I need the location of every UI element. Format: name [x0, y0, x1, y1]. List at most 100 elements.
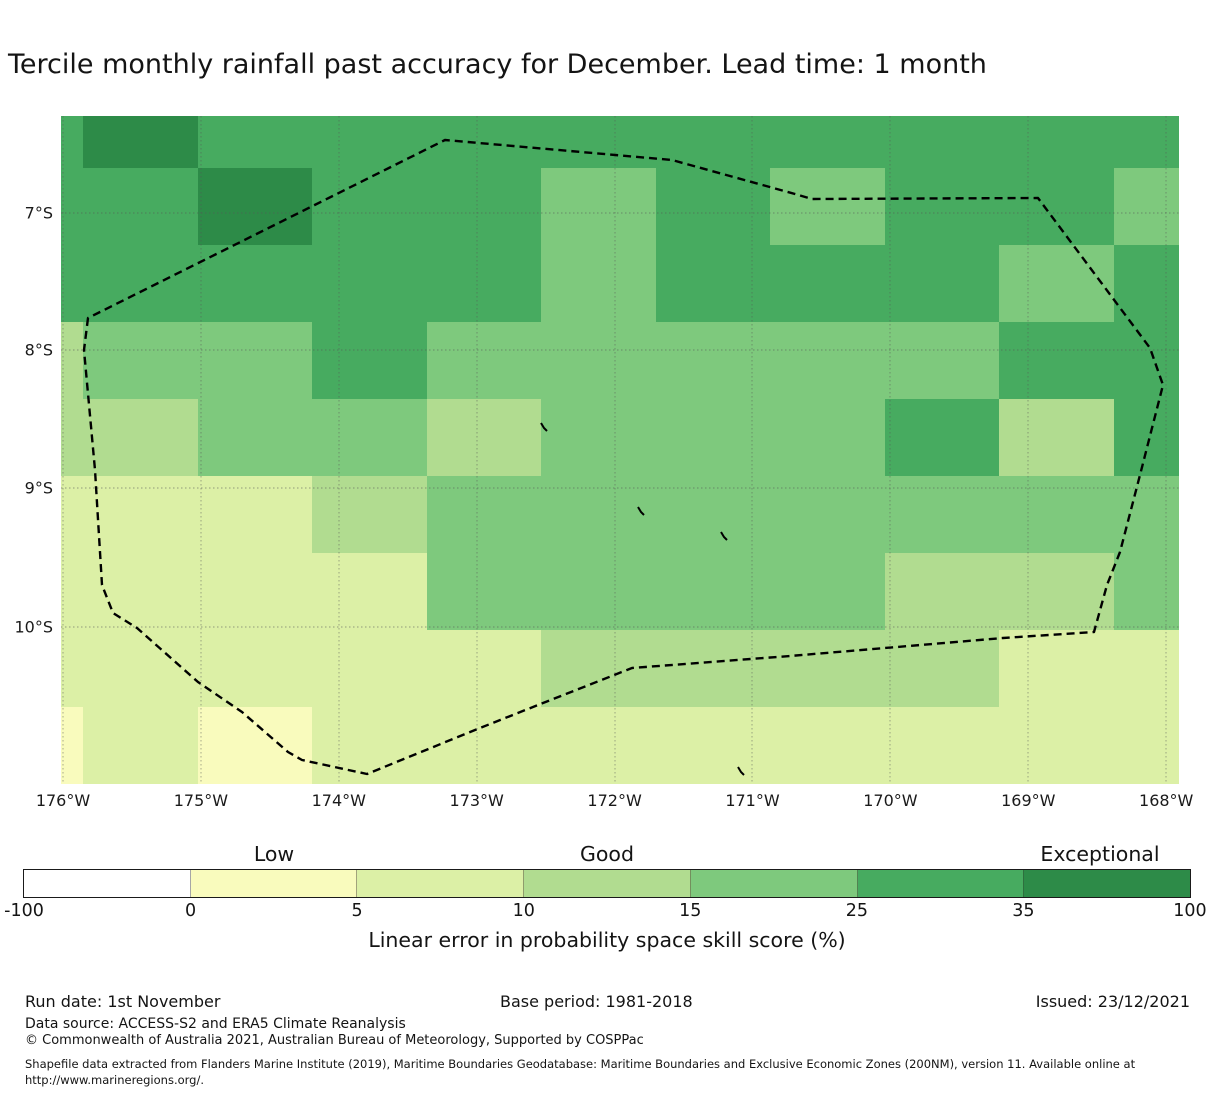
heatmap-cell — [885, 116, 1000, 169]
heatmap-cell — [885, 168, 1000, 246]
atoll-island-mark — [720, 531, 728, 541]
colorbar — [23, 869, 1191, 898]
atoll-island-mark — [540, 422, 548, 432]
heatmap-cell — [83, 476, 199, 554]
heatmap-cell — [427, 476, 542, 554]
y-tick-label: 10°S — [14, 617, 53, 637]
heatmap-cell — [427, 553, 542, 631]
heatmap-cell — [312, 322, 428, 400]
heatmap-cell — [312, 707, 428, 784]
y-tick-label: 7°S — [24, 203, 53, 223]
colorbar-category-label: Good — [580, 842, 634, 866]
eez-boundary-line — [82, 138, 1165, 776]
heatmap-cell — [198, 476, 313, 554]
heatmap-cell — [61, 707, 84, 784]
y-tick-label: 9°S — [24, 478, 53, 498]
heatmap-cell — [999, 168, 1115, 246]
colorbar-segment — [24, 870, 191, 897]
heatmap-cell — [885, 553, 1000, 631]
heatmap-cell — [999, 245, 1115, 323]
atoll-island-mark — [737, 766, 745, 776]
colorbar-tick-label: 35 — [1012, 901, 1035, 921]
heatmap-cell — [61, 322, 84, 400]
colorbar-category-label: Low — [253, 842, 295, 866]
heatmap-cell — [999, 116, 1115, 169]
heatmap-cell — [656, 322, 771, 400]
colorbar-segment — [524, 870, 691, 897]
heatmap-cell — [312, 399, 428, 477]
footer-issued-date: Issued: 23/12/2021 — [1035, 992, 1190, 1011]
footer-shapefile-url: http://www.marineregions.org/. — [25, 1073, 204, 1087]
heatmap-cell — [885, 322, 1000, 400]
chart-title: Tercile monthly rainfall past accuracy f… — [8, 49, 987, 80]
heatmap-cell — [770, 553, 886, 631]
heatmap-cell — [61, 116, 84, 169]
heatmap-cell — [656, 630, 771, 708]
heatmap-cell — [83, 168, 199, 246]
heatmap-cell — [61, 476, 84, 554]
heatmap-cell — [1114, 399, 1179, 477]
footer-copyright: © Commonwealth of Australia 2021, Austra… — [25, 1033, 644, 1048]
heatmap-cell — [198, 630, 313, 708]
heatmap-cell — [656, 476, 771, 554]
heatmap-cell — [1114, 322, 1179, 400]
colorbar-tick-label: 25 — [845, 901, 868, 921]
heatmap-cell — [83, 322, 199, 400]
colorbar-axis-label: Linear error in probability space skill … — [368, 928, 846, 952]
heatmap-cell — [770, 168, 886, 246]
heatmap-cell — [770, 399, 886, 477]
heatmap-cell — [885, 399, 1000, 477]
colorbar-tick-label: 100 — [1173, 901, 1207, 921]
heatmap-cell — [427, 322, 542, 400]
heatmap-cell — [885, 707, 1000, 784]
heatmap-cell — [770, 707, 886, 784]
heatmap-cell — [999, 707, 1115, 784]
heatmap-cell — [427, 707, 542, 784]
x-tick-label: 176°W — [35, 791, 91, 810]
heatmap-cell — [656, 707, 771, 784]
x-tick-label: 174°W — [311, 791, 366, 810]
heatmap-cell — [656, 399, 771, 477]
heatmap-cell — [83, 245, 199, 323]
x-tick-label: 170°W — [863, 791, 918, 810]
heatmap-cell — [83, 399, 199, 477]
heatmap-cell — [1114, 245, 1179, 323]
heatmap-cell — [541, 245, 657, 323]
heatmap-cell — [541, 168, 657, 246]
heatmap-cell — [83, 553, 199, 631]
heatmap-cell — [198, 399, 313, 477]
heatmap-cell — [770, 476, 886, 554]
heatmap-cell — [61, 630, 84, 708]
heatmap-cell — [427, 630, 542, 708]
colorbar-segment — [357, 870, 525, 897]
heatmap-cell — [61, 168, 84, 246]
heatmap-cell — [198, 322, 313, 400]
heatmap-cell — [427, 168, 542, 246]
heatmap-cell — [83, 630, 199, 708]
heatmap-cell — [312, 630, 428, 708]
heatmap-cell — [198, 245, 313, 323]
heatmap-cell — [656, 553, 771, 631]
colorbar-category-label: Exceptional — [1040, 842, 1160, 866]
heatmap-cell — [83, 116, 199, 169]
colorbar-segment — [190, 870, 358, 897]
heatmap-cell — [1114, 116, 1179, 169]
x-tick-label: 173°W — [449, 791, 504, 810]
heatmap-cell — [541, 553, 657, 631]
heatmap-cell — [312, 116, 428, 169]
x-tick-label: 168°W — [1139, 791, 1194, 810]
heatmap-cell — [198, 553, 313, 631]
heatmap-cell — [541, 399, 657, 477]
heatmap-cell — [770, 322, 886, 400]
heatmap-cell — [770, 116, 886, 169]
colorbar-segment — [1024, 870, 1191, 897]
heatmap-cell — [61, 399, 84, 477]
colorbar-segment — [857, 870, 1025, 897]
heatmap-cell — [541, 322, 657, 400]
heatmap-cell — [656, 116, 771, 169]
heatmap-cell — [427, 399, 542, 477]
heatmap-cell — [198, 168, 313, 246]
heatmap-cell — [770, 245, 886, 323]
heatmap-cell — [541, 630, 657, 708]
